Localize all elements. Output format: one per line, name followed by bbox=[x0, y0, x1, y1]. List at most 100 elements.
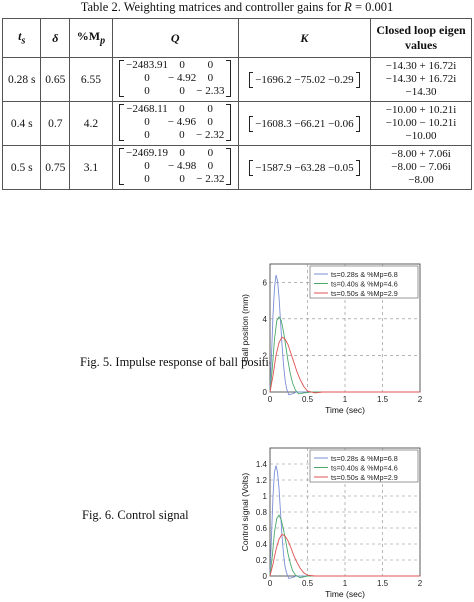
series-line bbox=[269, 336, 420, 394]
q-entry: 0 bbox=[207, 115, 213, 128]
q-entry: − 2.33 bbox=[196, 84, 225, 97]
y-tick-label: 0.2 bbox=[256, 556, 268, 565]
y-tick-label: 0 bbox=[263, 388, 268, 397]
q-entry: 0 bbox=[207, 159, 214, 172]
q-entry: 0 bbox=[179, 84, 185, 97]
series-line bbox=[269, 514, 420, 579]
q-entry: 0 bbox=[207, 102, 213, 115]
header-delta: δ bbox=[40, 18, 71, 58]
legend-entry: ts=0.28s & %Mp=6.8 bbox=[331, 270, 398, 279]
eigenvalue: −14.30 + 16.72i bbox=[385, 60, 457, 72]
eigenvalue: −14.30 bbox=[405, 86, 437, 98]
header-mp: %Mp bbox=[69, 18, 113, 58]
y-tick-label: 0.6 bbox=[256, 524, 268, 533]
q-entry: − 2.32 bbox=[196, 128, 225, 141]
cell-eigenvalues: −14.30 + 16.72i −14.30 + 16.72i −14.30 bbox=[370, 57, 472, 102]
caption-suffix: = 0.001 bbox=[351, 0, 394, 14]
legend-entry: ts=0.40s & %Mp=4.6 bbox=[331, 464, 398, 473]
y-tick-label: 4 bbox=[263, 315, 268, 324]
q-entry: 0 bbox=[207, 71, 214, 84]
caption-text: Table 2. Weighting matrices and controll… bbox=[80, 0, 345, 14]
control-signal-chart: 0 0.5 1 1.5 2 0 0.2 0.4 0.6 0.8 1 1.2 1.4 Time (sec) C… bbox=[240, 447, 423, 599]
series-line bbox=[269, 533, 420, 577]
eigenvalue: −8.00 bbox=[408, 174, 434, 186]
gains-table: ts δ %Mp Q K Closed loop eigen values 0.… bbox=[1, 18, 472, 190]
cell-eigenvalues: −8.00 + 7.06i −8.00 − 7.06i −8.00 bbox=[370, 145, 472, 190]
q-entry: 0 bbox=[179, 102, 185, 115]
legend-entry: ts=0.40s & %Mp=4.6 bbox=[331, 280, 398, 289]
x-tick-label: 0.5 bbox=[302, 579, 314, 588]
x-tick-label: 0 bbox=[268, 395, 273, 404]
q-entry: − 4.96 bbox=[167, 115, 197, 128]
impulse-response-chart: 0 0.5 1 1.5 2 0 2 4 6 Time (sec) Ball position (mm… bbox=[240, 263, 423, 415]
k-vector: −1696.2 −75.02 −0.29 bbox=[249, 71, 360, 88]
x-tick-label: 2 bbox=[418, 579, 423, 588]
x-tick-label: 1 bbox=[343, 579, 348, 588]
header-eigen: Closed loop eigen values bbox=[370, 18, 472, 58]
eigenvalue: −10.00 bbox=[405, 130, 437, 142]
eigenvalue: −14.30 + 16.72i bbox=[385, 73, 457, 85]
header-ts: ts bbox=[1, 18, 42, 58]
q-entry: 0 bbox=[144, 172, 150, 185]
cell-delta: 0.65 bbox=[40, 57, 71, 102]
x-tick-label: 2 bbox=[418, 395, 423, 404]
cell-ts: 0.4 s bbox=[1, 101, 42, 146]
q-matrix: −2468.11 0 0 0− 4.96 0 0 0− 2.32 bbox=[119, 102, 232, 142]
q-entry: 0 bbox=[144, 115, 150, 128]
q-entry: 0 bbox=[179, 58, 185, 71]
q-entry: 0 bbox=[144, 84, 150, 97]
cell-delta: 0.7 bbox=[40, 101, 71, 146]
q-matrix: −2469.19 0 0 0− 4.98 0 0 0− 2.32 bbox=[119, 146, 232, 186]
x-tick-label: 1.5 bbox=[377, 395, 389, 404]
cell-mp: 6.55 bbox=[69, 57, 113, 102]
eigenvalue: −8.00 − 7.06i bbox=[391, 161, 451, 173]
header-q: Q bbox=[111, 18, 239, 58]
y-axis-label: Ball position (mm) bbox=[240, 294, 250, 362]
k-vector: −1608.3 −66.21 −0.06 bbox=[249, 115, 360, 132]
cell-q-matrix: −2468.11 0 0 0− 4.96 0 0 0− 2.32 bbox=[111, 101, 239, 146]
cell-q-matrix: −2469.19 0 0 0− 4.98 0 0 0− 2.32 bbox=[111, 145, 239, 190]
table-row: 0.4 s 0.7 4.2 −2468.11 0 0 0− 4.96 0 0 0− 2.32 −16… bbox=[1, 101, 472, 146]
cell-k-vector: −1696.2 −75.02 −0.29 bbox=[237, 57, 372, 102]
table-caption: Table 2. Weighting matrices and controll… bbox=[0, 0, 474, 15]
y-tick-label: 1 bbox=[263, 492, 268, 501]
eigenvalue: −10.00 − 10.21i bbox=[385, 117, 457, 129]
q-entry: − 4.98 bbox=[168, 159, 197, 172]
cell-eigenvalues: −10.00 + 10.21i −10.00 − 10.21i −10.00 bbox=[370, 101, 472, 146]
fig5-caption: Fig. 5. Impulse response of ball positio… bbox=[80, 355, 282, 369]
q-entry: 0 bbox=[179, 172, 185, 185]
cell-mp: 4.2 bbox=[69, 101, 113, 146]
q-entry: 0 bbox=[144, 128, 150, 141]
q-entry: −2468.11 bbox=[126, 102, 168, 115]
q-entry: − 2.32 bbox=[196, 172, 225, 185]
x-tick-label: 1.5 bbox=[377, 579, 389, 588]
table-header-row: ts δ %Mp Q K Closed loop eigen values bbox=[1, 18, 472, 58]
caption-variable: R bbox=[344, 0, 352, 14]
x-tick-label: 0 bbox=[268, 579, 273, 588]
y-tick-label: 2 bbox=[263, 351, 268, 360]
cell-delta: 0.75 bbox=[40, 145, 71, 190]
legend-entry: ts=0.28s & %Mp=6.8 bbox=[331, 454, 398, 463]
legend-entry: ts=0.50s & %Mp=2.9 bbox=[331, 473, 398, 482]
q-entry: 0 bbox=[179, 128, 185, 141]
q-entry: 0 bbox=[144, 159, 150, 172]
table-row: 0.5 s 0.75 3.1 −2469.19 0 0 0− 4.98 0 0 0− 2.32 −1… bbox=[1, 145, 472, 190]
cell-ts: 0.5 s bbox=[1, 145, 42, 190]
q-entry: −2483.91 bbox=[126, 58, 169, 71]
x-tick-label: 0.5 bbox=[302, 395, 314, 404]
y-tick-label: 6 bbox=[263, 278, 268, 287]
k-vector: −1587.9 −63.28 −0.05 bbox=[249, 159, 360, 176]
table-row: 0.28 s 0.65 6.55 −2483.91 0 0 0− 4.92 0 0 0− 2.33… bbox=[1, 57, 472, 102]
legend-entry: ts=0.50s & %Mp=2.9 bbox=[331, 289, 398, 298]
y-axis-label: Control signal (Volts) bbox=[240, 473, 250, 552]
cell-k-vector: −1608.3 −66.21 −0.06 bbox=[237, 101, 372, 146]
header-k: K bbox=[237, 18, 372, 58]
series-line bbox=[269, 274, 420, 396]
fig6-caption: Fig. 6. Control signal bbox=[82, 508, 189, 522]
q-entry: −2469.19 bbox=[126, 146, 169, 159]
eigenvalue: −10.00 + 10.21i bbox=[385, 104, 457, 116]
q-matrix: −2483.91 0 0 0− 4.92 0 0 0− 2.33 bbox=[119, 58, 232, 98]
cell-k-vector: −1587.9 −63.28 −0.05 bbox=[237, 145, 372, 190]
q-entry: 0 bbox=[179, 146, 185, 159]
cell-mp: 3.1 bbox=[69, 145, 113, 190]
